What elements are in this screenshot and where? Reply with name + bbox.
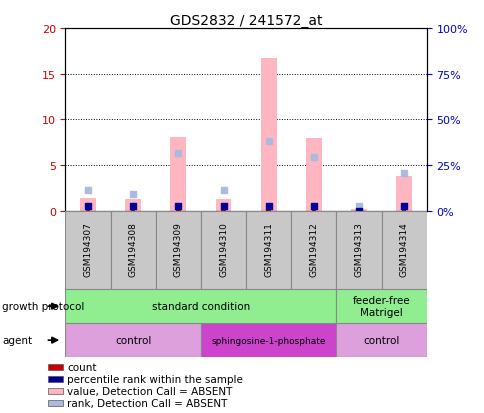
Point xyxy=(219,187,227,193)
Bar xyxy=(336,323,426,357)
Bar xyxy=(170,137,186,211)
Bar xyxy=(221,206,226,211)
Text: GSM194311: GSM194311 xyxy=(264,221,272,276)
Point xyxy=(399,171,407,177)
Text: GSM194314: GSM194314 xyxy=(399,221,408,276)
Text: sphingosine-1-phosphate: sphingosine-1-phosphate xyxy=(211,336,325,345)
Text: feeder-free
Matrigel: feeder-free Matrigel xyxy=(352,296,409,317)
Text: GSM194313: GSM194313 xyxy=(354,221,363,276)
Text: standard condition: standard condition xyxy=(151,301,250,311)
Point xyxy=(309,204,317,210)
Bar xyxy=(65,211,110,290)
Bar xyxy=(245,211,291,290)
Text: count: count xyxy=(67,362,96,372)
Bar xyxy=(200,211,245,290)
Bar xyxy=(47,364,62,370)
Text: GSM194309: GSM194309 xyxy=(174,221,182,276)
Point xyxy=(84,187,92,193)
Bar xyxy=(155,211,200,290)
Text: GSM194307: GSM194307 xyxy=(83,221,92,276)
Bar xyxy=(65,323,200,357)
Bar xyxy=(47,388,62,394)
Text: agent: agent xyxy=(2,335,32,345)
Bar xyxy=(401,205,406,211)
Text: control: control xyxy=(115,335,151,345)
Bar xyxy=(260,59,276,211)
Bar xyxy=(381,211,426,290)
Title: GDS2832 / 241572_at: GDS2832 / 241572_at xyxy=(169,14,322,28)
Point xyxy=(129,191,137,198)
Text: growth protocol: growth protocol xyxy=(2,301,85,311)
Point xyxy=(264,138,272,145)
Bar xyxy=(80,198,96,211)
Text: rank, Detection Call = ABSENT: rank, Detection Call = ABSENT xyxy=(67,398,227,408)
Point xyxy=(219,204,227,210)
Text: percentile rank within the sample: percentile rank within the sample xyxy=(67,374,242,384)
Bar xyxy=(305,139,321,211)
Bar xyxy=(65,290,336,323)
Bar xyxy=(291,211,336,290)
Point xyxy=(84,203,92,209)
Point xyxy=(309,154,317,161)
Bar xyxy=(336,211,381,290)
Bar xyxy=(350,209,366,211)
Point xyxy=(174,203,182,209)
Bar xyxy=(47,376,62,382)
Text: control: control xyxy=(363,335,399,345)
Point xyxy=(354,203,362,210)
Bar xyxy=(215,199,231,211)
Point xyxy=(264,204,272,210)
Bar xyxy=(125,199,141,211)
Bar xyxy=(86,205,90,211)
Point xyxy=(399,203,407,210)
Bar xyxy=(131,206,135,211)
Bar xyxy=(311,206,316,211)
Bar xyxy=(176,205,180,211)
Bar xyxy=(200,323,336,357)
Point xyxy=(129,204,137,210)
Text: GSM194310: GSM194310 xyxy=(219,221,227,276)
Point xyxy=(174,150,182,157)
Bar xyxy=(110,211,155,290)
Text: GSM194308: GSM194308 xyxy=(128,221,137,276)
Bar xyxy=(336,290,426,323)
Text: GSM194312: GSM194312 xyxy=(309,221,318,276)
Bar xyxy=(266,206,271,211)
Point xyxy=(354,208,362,214)
Bar xyxy=(395,176,411,211)
Bar xyxy=(47,400,62,406)
Text: value, Detection Call = ABSENT: value, Detection Call = ABSENT xyxy=(67,386,232,396)
